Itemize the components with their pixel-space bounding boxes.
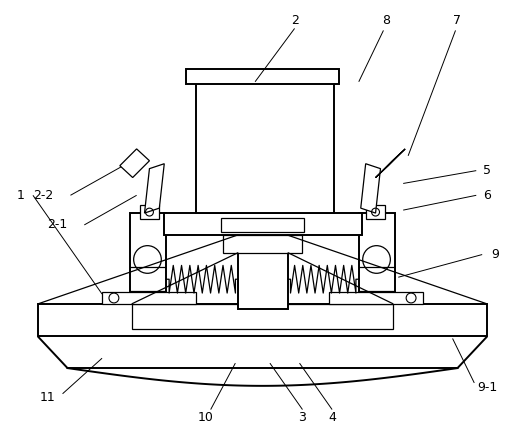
Bar [132,304,393,328]
Text: 8: 8 [382,14,391,27]
Text: 2-1: 2-1 [47,219,68,231]
Bar [223,235,302,253]
Bar [329,292,423,304]
Text: 1: 1 [17,189,25,202]
Bar [359,213,395,304]
Polygon shape [144,164,164,213]
Text: 9: 9 [491,248,499,261]
Polygon shape [361,164,381,213]
Text: 10: 10 [198,411,214,424]
Bar [366,205,385,219]
Bar [220,218,304,232]
Bar [238,253,288,309]
Bar [140,205,159,219]
Text: 2-2: 2-2 [33,189,53,202]
Text: 3: 3 [299,411,307,424]
Bar [38,304,487,336]
Text: 6: 6 [483,189,491,202]
Bar [102,292,196,304]
Text: 11: 11 [40,391,56,404]
Bar [186,69,339,84]
Text: 5: 5 [483,164,491,177]
Text: 4: 4 [328,411,336,424]
Bar [164,213,362,235]
Bar [196,82,334,213]
Text: 9-1: 9-1 [477,381,497,394]
Polygon shape [120,149,150,177]
Text: 7: 7 [454,14,461,27]
Bar [130,213,166,304]
Text: 2: 2 [291,14,299,27]
Polygon shape [375,149,405,177]
